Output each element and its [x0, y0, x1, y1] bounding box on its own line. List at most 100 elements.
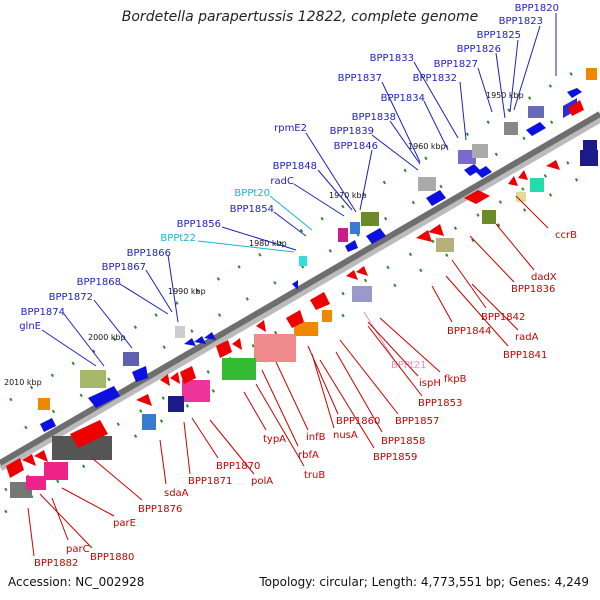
bottom-gene-label[interactable]: BPP1842: [481, 312, 525, 323]
gene-block: [182, 380, 210, 402]
bottom-gene-label[interactable]: nusA: [333, 430, 358, 441]
tick-label: 1970 kbp: [329, 191, 367, 200]
gene-arrow: [232, 338, 242, 350]
top-gene-label[interactable]: BPP1868: [77, 277, 121, 288]
bottom-gene-label[interactable]: rbfA: [298, 450, 319, 461]
bottom-leader-line: [363, 311, 395, 361]
bottom-gene-label[interactable]: BPP1882: [34, 558, 78, 569]
gene-arrow: [476, 166, 492, 178]
bottom-gene-label[interactable]: BPP1876: [138, 504, 182, 515]
top-leader-line: [93, 299, 133, 349]
gene-block: [299, 256, 307, 266]
bottom-gene-label[interactable]: BPP1859: [373, 452, 417, 463]
bottom-leader-line: [445, 275, 509, 347]
bottom-gene-label[interactable]: fkpB: [444, 374, 467, 385]
gene-block: [580, 150, 598, 166]
top-gene-label[interactable]: BPP1832: [413, 73, 457, 84]
top-gene-label[interactable]: BPP1839: [330, 126, 374, 137]
gene-block: [583, 140, 597, 152]
top-gene-label[interactable]: BPP1872: [49, 292, 93, 303]
top-gene-label[interactable]: radC: [270, 176, 294, 187]
upper-strand-arrows: [40, 88, 582, 432]
bottom-leader-line: [209, 419, 255, 475]
bottom-gene-label[interactable]: radA: [515, 332, 539, 343]
bottom-leader-line: [311, 353, 335, 429]
top-gene-label[interactable]: BPP1854: [230, 204, 274, 215]
bottom-gene-label[interactable]: BPP1858: [381, 436, 425, 447]
bottom-leader-line: [367, 321, 419, 377]
top-leader-line: [63, 313, 105, 367]
bottom-gene-label[interactable]: BPP1853: [418, 398, 462, 409]
gene-block: [322, 310, 332, 322]
top-gene-label[interactable]: BPPt22: [160, 233, 196, 244]
bottom-gene-label[interactable]: typA: [263, 434, 286, 445]
upper-strand-genes: [38, 68, 597, 410]
gene-arrow: [160, 374, 170, 386]
bottom-gene-label[interactable]: parE: [113, 518, 136, 529]
top-leader-line: [41, 329, 97, 367]
top-gene-label[interactable]: BPP1867: [102, 262, 146, 273]
top-gene-label[interactable]: BPP1833: [370, 53, 414, 64]
gene-block: [350, 222, 360, 234]
top-leader-line: [359, 149, 373, 211]
top-leader-line: [119, 283, 169, 315]
top-gene-label[interactable]: BPP1820: [515, 3, 559, 14]
gene-arrow: [546, 160, 560, 170]
bottom-gene-label[interactable]: infB: [306, 432, 326, 443]
bottom-gene-label[interactable]: dadX: [531, 272, 557, 283]
bottom-gene-label[interactable]: ccrB: [555, 230, 577, 241]
bottom-gene-label[interactable]: BPP1841: [503, 350, 547, 361]
bottom-gene-label[interactable]: BPP1836: [511, 284, 555, 295]
gene-arrow: [346, 270, 358, 280]
bottom-leader-line: [339, 339, 399, 415]
top-gene-label[interactable]: BPP1874: [21, 307, 65, 318]
top-leader-line: [197, 240, 295, 253]
bottom-gene-label[interactable]: BPP1844: [447, 326, 491, 337]
bottom-gene-label[interactable]: BPP1871: [188, 476, 232, 487]
bottom-gene-label[interactable]: sdaA: [164, 488, 189, 499]
bottom-gene-label[interactable]: truB: [304, 470, 325, 481]
top-gene-label[interactable]: BPP1825: [477, 30, 521, 41]
top-gene-label[interactable]: BPP1826: [457, 44, 501, 55]
bottom-leader-line: [451, 259, 487, 309]
top-gene-label[interactable]: BPP1834: [381, 93, 425, 104]
tick-label: 1960 kbp: [408, 142, 446, 151]
gene-block: [504, 122, 518, 135]
bottom-leader-line: [61, 487, 115, 517]
gene-arrow: [132, 366, 148, 382]
map-title: Bordetella parapertussis 12822, complete…: [121, 9, 479, 25]
bottom-gene-label[interactable]: ispH: [419, 378, 441, 389]
gene-block: [516, 192, 526, 202]
top-gene-label[interactable]: rpmE2: [274, 123, 307, 134]
gene-block: [123, 352, 139, 366]
bottom-leader-line: [471, 283, 519, 331]
gene-block: [436, 238, 454, 252]
bottom-gene-label[interactable]: parC: [66, 544, 90, 555]
gene-block: [142, 414, 156, 430]
top-gene-label[interactable]: BPP1823: [499, 16, 543, 27]
tick-label: 2000 kbp: [88, 333, 126, 342]
gene-arrow: [6, 458, 24, 478]
top-leader-line: [459, 81, 467, 141]
top-gene-label[interactable]: BPP1856: [177, 219, 221, 230]
top-gene-label[interactable]: BPP1848: [273, 161, 317, 172]
top-leader-line: [221, 226, 297, 251]
top-leader-line: [269, 195, 313, 231]
top-gene-label[interactable]: BPP1866: [127, 248, 171, 259]
top-gene-label[interactable]: BPP1838: [352, 112, 396, 123]
bottom-gene-label[interactable]: BPP1880: [90, 552, 134, 563]
gene-block: [586, 68, 597, 80]
top-gene-label[interactable]: BPP1837: [338, 73, 382, 84]
bottom-leader-line: [39, 493, 93, 549]
top-gene-label[interactable]: BPPt20: [234, 188, 270, 199]
genome-backbone-shadow: [0, 114, 600, 471]
top-gene-label[interactable]: BPP1827: [434, 59, 478, 70]
top-gene-label[interactable]: glnE: [19, 321, 41, 332]
bottom-gene-label[interactable]: polA: [251, 476, 273, 487]
bottom-gene-label[interactable]: BPP1870: [216, 461, 260, 472]
bottom-gene-label[interactable]: BPP1857: [395, 416, 439, 427]
top-gene-label[interactable]: BPP1846: [334, 141, 378, 152]
gene-arrow: [286, 310, 304, 328]
tick-label: 1980 kbp: [249, 239, 287, 248]
bottom-leader-line: [261, 369, 299, 447]
